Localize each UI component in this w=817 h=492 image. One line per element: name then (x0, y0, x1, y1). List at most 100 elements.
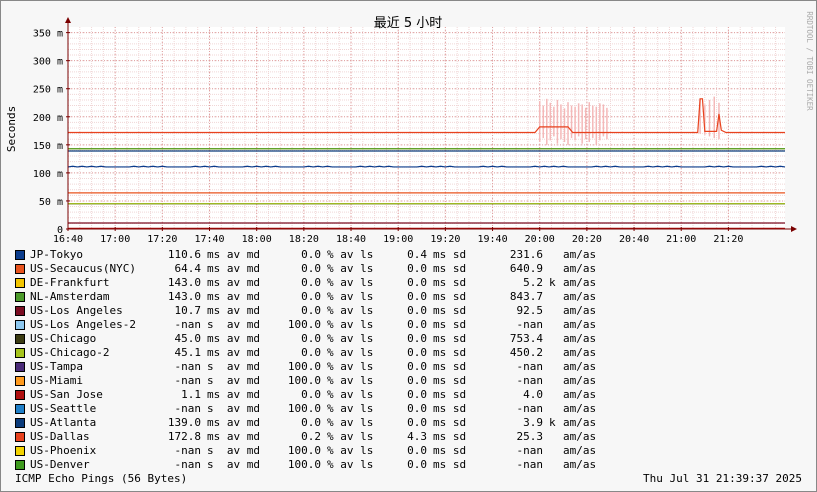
legend-sd-value: 0.0 (407, 402, 427, 415)
legend-amas-label: am/as (563, 318, 597, 331)
x-tick-label: 18:00 (242, 234, 272, 245)
legend-amas-label: am/as (563, 346, 597, 359)
legend-swatch (15, 404, 25, 414)
legend-sd-unit: ms sd (433, 388, 467, 401)
legend-avg-unit: s av md (207, 402, 260, 415)
legend-swatch (15, 250, 25, 260)
legend-loss-label: % av ls (327, 458, 374, 471)
footer-title: ICMP Echo Pings (56 Bytes) (15, 472, 188, 485)
legend-loss-value: 100.0 (287, 458, 321, 471)
legend-avg-value: -nan (174, 318, 202, 331)
legend-sd-value: 0.0 (407, 304, 427, 317)
legend-amas-label: am/as (563, 332, 597, 345)
legend-swatch (15, 390, 25, 400)
y-axis-label: Seconds (5, 106, 18, 152)
legend-swatch (15, 306, 25, 316)
legend-amas-label: am/as (563, 402, 597, 415)
legend-avg-unit: ms av md (207, 304, 260, 317)
legend-loss-value: 0.0 (301, 248, 321, 261)
x-tick-label: 18:20 (289, 234, 319, 245)
legend-loss-label: % av ls (327, 262, 374, 275)
legend-sd-unit: ms sd (433, 248, 467, 261)
legend-amas-unit: k (549, 416, 556, 429)
legend-avg-unit: ms av md (207, 416, 260, 429)
x-tick-label: 18:40 (336, 234, 366, 245)
y-tick-label: 250 m (33, 85, 63, 96)
legend-loss-label: % av ls (327, 276, 374, 289)
legend-loss-label: % av ls (327, 304, 374, 317)
legend-series-name: US-Phoenix (30, 444, 97, 457)
legend-sd-value: 0.0 (407, 458, 427, 471)
legend-loss-value: 100.0 (287, 360, 321, 373)
legend-sd-unit: ms sd (433, 276, 467, 289)
legend-sd-unit: ms sd (433, 416, 467, 429)
legend-sd-value: 0.0 (407, 346, 427, 359)
x-tick-label: 19:20 (430, 234, 460, 245)
legend-series-name: US-Denver (30, 458, 90, 471)
legend-sd-unit: ms sd (433, 332, 467, 345)
legend-avg-unit: s av md (207, 444, 260, 457)
legend-sd-unit: ms sd (433, 304, 467, 317)
legend-series-name: US-Seattle (30, 402, 97, 415)
legend-amas-value: 450.2 (509, 346, 543, 359)
legend-loss-label: % av ls (327, 248, 374, 261)
legend-avg-value: -nan (174, 360, 202, 373)
rrdtool-watermark: RRDTOOL / TOBI OETIKER (805, 11, 814, 111)
x-tick-label: 16:40 (53, 234, 83, 245)
legend-amas-label: am/as (563, 262, 597, 275)
legend-avg-unit: ms av md (207, 262, 260, 275)
legend-avg-unit: ms av md (207, 430, 260, 443)
series-line (67, 165, 786, 168)
legend-avg-value: -nan (174, 444, 202, 457)
legend-loss-value: 100.0 (287, 402, 321, 415)
legend-amas-label: am/as (563, 416, 597, 429)
legend-series-name: US-Tampa (30, 360, 83, 373)
x-tick-label: 20:00 (525, 234, 555, 245)
legend-sd-unit: ms sd (433, 444, 467, 457)
legend-series-name: US-Secaucus(NYC) (30, 262, 136, 275)
legend-sd-value: 0.0 (407, 388, 427, 401)
legend-swatch (15, 376, 25, 386)
legend-sd-unit: ms sd (433, 346, 467, 359)
y-tick-label: 150 m (33, 141, 63, 152)
legend-loss-value: 0.0 (301, 276, 321, 289)
legend-amas-label: am/as (563, 304, 597, 317)
legend-sd-value: 4.3 (407, 430, 427, 443)
legend-sd-unit: ms sd (433, 458, 467, 471)
y-tick-label: 100 m (33, 169, 63, 180)
legend-sd-unit: ms sd (433, 318, 467, 331)
legend-loss-value: 100.0 (287, 444, 321, 457)
legend-loss-label: % av ls (327, 444, 374, 457)
legend-loss-label: % av ls (327, 416, 374, 429)
legend-amas-label: am/as (563, 290, 597, 303)
chart-title: 最近 5 小时 (374, 16, 443, 31)
legend-loss-value: 0.0 (301, 416, 321, 429)
legend-amas-label: am/as (563, 444, 597, 457)
legend-amas-value: 640.9 (509, 262, 543, 275)
legend-swatch (15, 446, 25, 456)
legend-amas-value: 5.2 (523, 276, 543, 289)
legend-loss-label: % av ls (327, 332, 374, 345)
legend-loss-label: % av ls (327, 374, 374, 387)
legend-series-name: DE-Frankfurt (30, 276, 110, 289)
legend-avg-unit: s av md (207, 318, 260, 331)
legend-swatch (15, 278, 25, 288)
legend-sd-value: 0.0 (407, 444, 427, 457)
smoke-layer (538, 96, 720, 145)
legend-swatch (15, 264, 25, 274)
x-axis-arrow (791, 226, 797, 232)
legend-amas-value: -nan (516, 458, 544, 471)
legend-series-name: US-Dallas (30, 430, 90, 443)
legend-avg-unit: s av md (207, 458, 260, 471)
legend-amas-label: am/as (563, 458, 597, 471)
legend-amas-label: am/as (563, 430, 597, 443)
y-tick-label: 300 m (33, 57, 63, 68)
x-tick-label: 17:40 (194, 234, 224, 245)
legend-amas-label: am/as (563, 248, 597, 261)
legend-loss-label: % av ls (327, 346, 374, 359)
legend-avg-value: 10.7 (174, 304, 202, 317)
legend-loss-value: 0.2 (301, 430, 321, 443)
legend-avg-value: 143.0 (167, 276, 201, 289)
legend-avg-value: 1.1 (181, 388, 201, 401)
legend-series-name: NL-Amsterdam (30, 290, 110, 303)
